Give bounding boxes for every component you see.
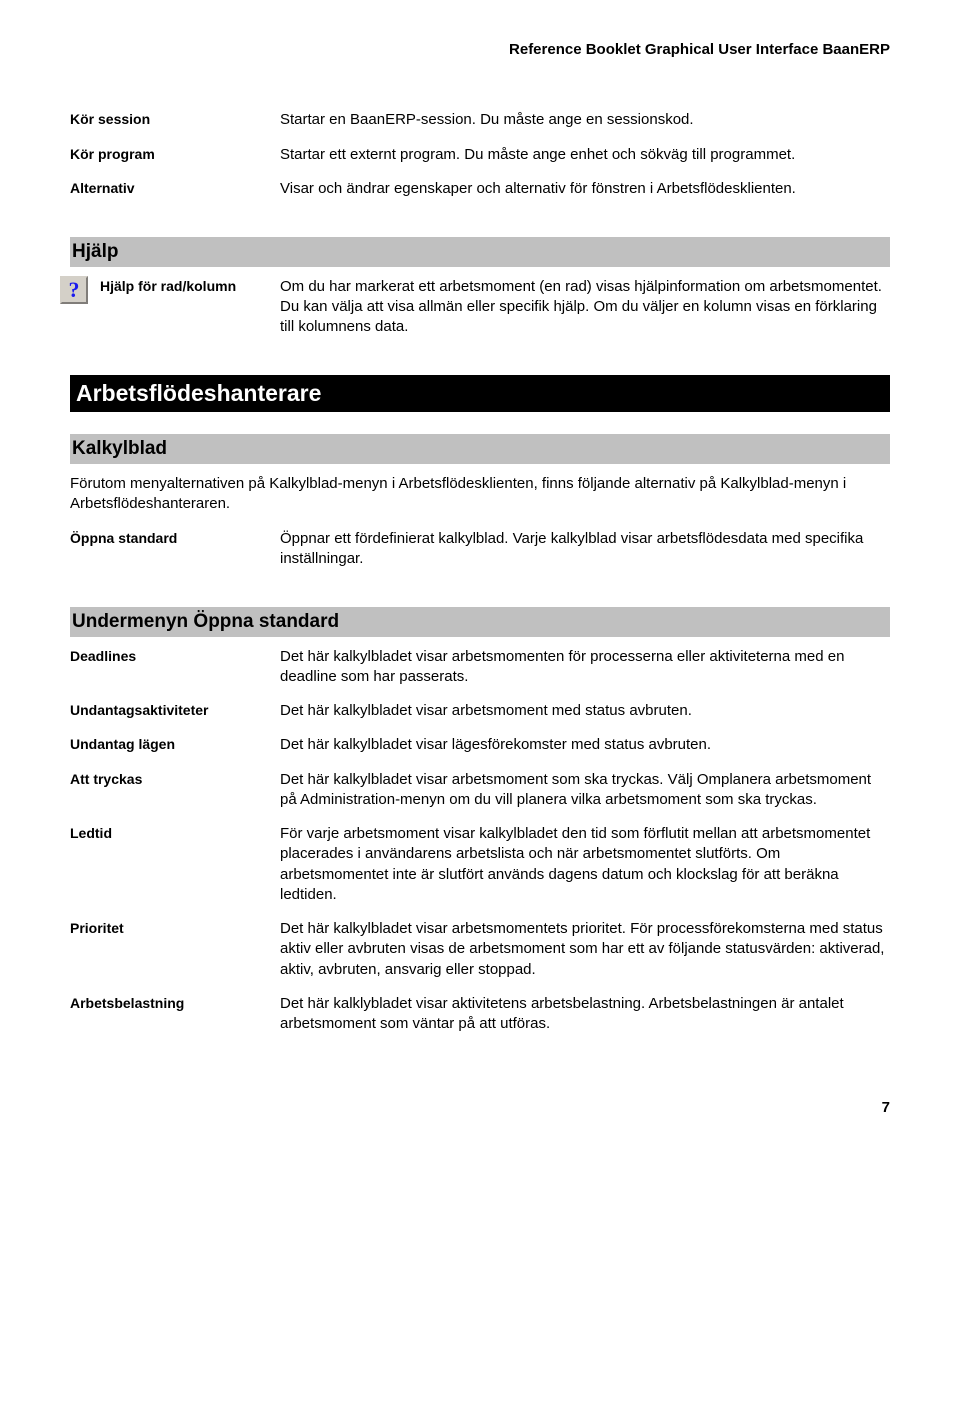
def-term: Arbetsbelastning [70, 994, 280, 1049]
page-header: Reference Booklet Graphical User Interfa… [70, 40, 890, 60]
def-desc: Det här kalkylbladet visar arbetsmomente… [280, 919, 890, 994]
def-term: Alternativ [70, 179, 280, 213]
def-row: Att tryckas Det här kalkylbladet visar a… [70, 770, 890, 825]
def-desc: Det här kalklybladet visar aktivitetens … [280, 994, 890, 1049]
def-term: Undantag lägen [70, 735, 280, 769]
section-workflow-title: Arbetsflödeshanterare [70, 375, 890, 412]
def-desc: Öppnar ett fördefinierat kalkylblad. Var… [280, 529, 890, 584]
def-term: Deadlines [70, 647, 280, 702]
def-row: Alternativ Visar och ändrar egenskaper o… [70, 179, 890, 213]
def-term: Ledtid [70, 824, 280, 919]
def-desc: Visar och ändrar egenskaper och alternat… [280, 179, 890, 213]
def-desc: Det här kalkylbladet visar lägesförekoms… [280, 735, 890, 769]
def-term-help: ? Hjälp för rad/kolumn [70, 277, 280, 352]
def-row: Deadlines Det här kalkylbladet visar arb… [70, 647, 890, 702]
def-desc: Det här kalkylbladet visar arbetsmoment … [280, 770, 890, 825]
def-row: Kör session Startar en BaanERP-session. … [70, 110, 890, 144]
def-row: Öppna standard Öppnar ett fördefinierat … [70, 529, 890, 584]
def-row: Prioritet Det här kalkylbladet visar arb… [70, 919, 890, 994]
help-icon: ? [60, 276, 88, 304]
page-number: 7 [70, 1098, 890, 1118]
def-row: Undantag lägen Det här kalkylbladet visa… [70, 735, 890, 769]
def-desc: Det här kalkylbladet visar arbetsmomente… [280, 647, 890, 702]
def-desc: För varje arbetsmoment visar kalkylblade… [280, 824, 890, 919]
kalkylblad-deflist: Öppna standard Öppnar ett fördefinierat … [70, 529, 890, 584]
def-row: Ledtid För varje arbetsmoment visar kalk… [70, 824, 890, 919]
question-mark-icon: ? [69, 279, 80, 301]
def-term: Kör session [70, 110, 280, 144]
def-term: Kör program [70, 145, 280, 179]
def-term: Undantagsaktiviteter [70, 701, 280, 735]
def-desc: Om du har markerat ett arbetsmoment (en … [280, 277, 890, 352]
def-term: Prioritet [70, 919, 280, 994]
def-term: Att tryckas [70, 770, 280, 825]
def-row: Arbetsbelastning Det här kalklybladet vi… [70, 994, 890, 1049]
submenu-deflist: Deadlines Det här kalkylbladet visar arb… [70, 647, 890, 1049]
def-row: Undantagsaktiviteter Det här kalkylblade… [70, 701, 890, 735]
def-row: ? Hjälp för rad/kolumn Om du har markera… [70, 277, 890, 352]
help-deflist: ? Hjälp för rad/kolumn Om du har markera… [70, 277, 890, 352]
def-desc: Startar en BaanERP-session. Du måste ang… [280, 110, 890, 144]
intro-deflist: Kör session Startar en BaanERP-session. … [70, 110, 890, 213]
kalkylblad-intro: Förutom menyalternativen på Kalkylblad-m… [70, 474, 890, 515]
section-submenu-title: Undermenyn Öppna standard [70, 607, 890, 637]
section-help-title: Hjälp [70, 237, 890, 267]
def-term: Öppna standard [70, 529, 280, 584]
section-kalkylblad-title: Kalkylblad [70, 434, 890, 464]
def-row: Kör program Startar ett externt program.… [70, 145, 890, 179]
def-desc: Startar ett externt program. Du måste an… [280, 145, 890, 179]
def-term-label: Hjälp för rad/kolumn [100, 278, 236, 294]
def-desc: Det här kalkylbladet visar arbetsmoment … [280, 701, 890, 735]
